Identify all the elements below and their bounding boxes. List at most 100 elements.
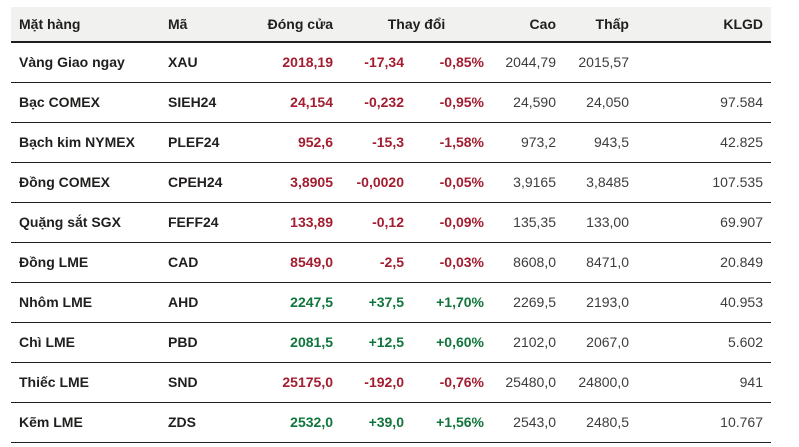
cell-item: Thiếc LME [11,362,160,403]
table-row: Quặng sắt SGX FEFF24 133,89 -0,12 -0,09%… [11,202,771,243]
cell-low: 2480,5 [564,402,637,443]
cell-close: 133,89 [238,202,341,243]
cell-change: -17,34 [341,42,412,83]
commodity-price-table: Mặt hàng Mã Đóng cửa Thay đổi Cao Thấp K… [11,7,771,443]
col-header-volume: KLGD [637,7,771,43]
cell-change-pct: +1,70% [412,282,492,323]
cell-close: 2532,0 [238,402,341,443]
cell-change-pct: -0,95% [412,82,492,123]
cell-close: 24,154 [238,82,341,123]
cell-volume: 941 [637,362,771,403]
cell-change: -15,3 [341,122,412,163]
table-body: Vàng Giao ngay XAU 2018,19 -17,34 -0,85%… [11,42,771,443]
cell-code: FEFF24 [160,202,238,243]
cell-low: 2067,0 [564,322,637,363]
table-row: Thiếc LME SND 25175,0 -192,0 -0,76% 2548… [11,362,771,403]
table-row: Vàng Giao ngay XAU 2018,19 -17,34 -0,85%… [11,42,771,83]
cell-change: -0,0020 [341,162,412,203]
cell-item: Chì LME [11,322,160,363]
cell-high: 3,9165 [492,162,564,203]
cell-change: +37,5 [341,282,412,323]
cell-high: 25480,0 [492,362,564,403]
cell-change: -2,5 [341,242,412,283]
cell-volume: 107.535 [637,162,771,203]
table-row: Nhôm LME AHD 2247,5 +37,5 +1,70% 2269,5 … [11,282,771,323]
col-header-close: Đóng cửa [238,7,341,43]
cell-change-pct: -0,76% [412,362,492,403]
cell-high: 24,590 [492,82,564,123]
cell-code: SIEH24 [160,82,238,123]
table-row: Bạch kim NYMEX PLEF24 952,6 -15,3 -1,58%… [11,122,771,163]
table-row: Bạc COMEX SIEH24 24,154 -0,232 -0,95% 24… [11,82,771,123]
cell-code: AHD [160,282,238,323]
cell-high: 2269,5 [492,282,564,323]
cell-high: 2102,0 [492,322,564,363]
cell-low: 8471,0 [564,242,637,283]
cell-change: +39,0 [341,402,412,443]
cell-high: 973,2 [492,122,564,163]
cell-volume: 5.602 [637,322,771,363]
table-header-row: Mặt hàng Mã Đóng cửa Thay đổi Cao Thấp K… [11,7,771,43]
cell-low: 2193,0 [564,282,637,323]
cell-close: 2081,5 [238,322,341,363]
cell-change: -0,232 [341,82,412,123]
table-row: Chì LME PBD 2081,5 +12,5 +0,60% 2102,0 2… [11,322,771,363]
cell-item: Bạch kim NYMEX [11,122,160,163]
cell-change-pct: +0,60% [412,322,492,363]
cell-high: 135,35 [492,202,564,243]
cell-volume: 10.767 [637,402,771,443]
cell-change: +12,5 [341,322,412,363]
cell-change-pct: -0,03% [412,242,492,283]
cell-close: 2018,19 [238,42,341,83]
cell-code: CAD [160,242,238,283]
cell-item: Đồng LME [11,242,160,283]
cell-low: 24800,0 [564,362,637,403]
cell-volume: 42.825 [637,122,771,163]
cell-low: 24,050 [564,82,637,123]
cell-code: CPEH24 [160,162,238,203]
cell-low: 3,8485 [564,162,637,203]
cell-close: 952,6 [238,122,341,163]
cell-close: 8549,0 [238,242,341,283]
cell-code: SND [160,362,238,403]
cell-item: Nhôm LME [11,282,160,323]
cell-item: Đồng COMEX [11,162,160,203]
cell-item: Vàng Giao ngay [11,42,160,83]
table-row: Đồng COMEX CPEH24 3,8905 -0,0020 -0,05% … [11,162,771,203]
col-header-low: Thấp [564,7,637,43]
cell-item: Quặng sắt SGX [11,202,160,243]
table-row: Đồng LME CAD 8549,0 -2,5 -0,03% 8608,0 8… [11,242,771,283]
col-header-change: Thay đổi [341,7,492,43]
cell-close: 3,8905 [238,162,341,203]
cell-close: 25175,0 [238,362,341,403]
cell-volume: 69.907 [637,202,771,243]
cell-item: Kẽm LME [11,402,160,443]
cell-item: Bạc COMEX [11,82,160,123]
cell-high: 2044,79 [492,42,564,83]
cell-change-pct: -0,85% [412,42,492,83]
cell-code: XAU [160,42,238,83]
cell-close: 2247,5 [238,282,341,323]
cell-change-pct: -0,05% [412,162,492,203]
cell-high: 8608,0 [492,242,564,283]
cell-change-pct: -1,58% [412,122,492,163]
cell-volume [637,42,771,83]
cell-low: 133,00 [564,202,637,243]
cell-volume: 97.584 [637,82,771,123]
cell-code: ZDS [160,402,238,443]
cell-low: 2015,57 [564,42,637,83]
cell-change: -192,0 [341,362,412,403]
col-header-code: Mã [160,7,238,43]
cell-low: 943,5 [564,122,637,163]
cell-change-pct: +1,56% [412,402,492,443]
table-row: Kẽm LME ZDS 2532,0 +39,0 +1,56% 2543,0 2… [11,402,771,443]
col-header-item: Mặt hàng [11,7,160,43]
cell-volume: 40.953 [637,282,771,323]
cell-volume: 20.849 [637,242,771,283]
cell-high: 2543,0 [492,402,564,443]
cell-change: -0,12 [341,202,412,243]
cell-change-pct: -0,09% [412,202,492,243]
col-header-high: Cao [492,7,564,43]
cell-code: PBD [160,322,238,363]
